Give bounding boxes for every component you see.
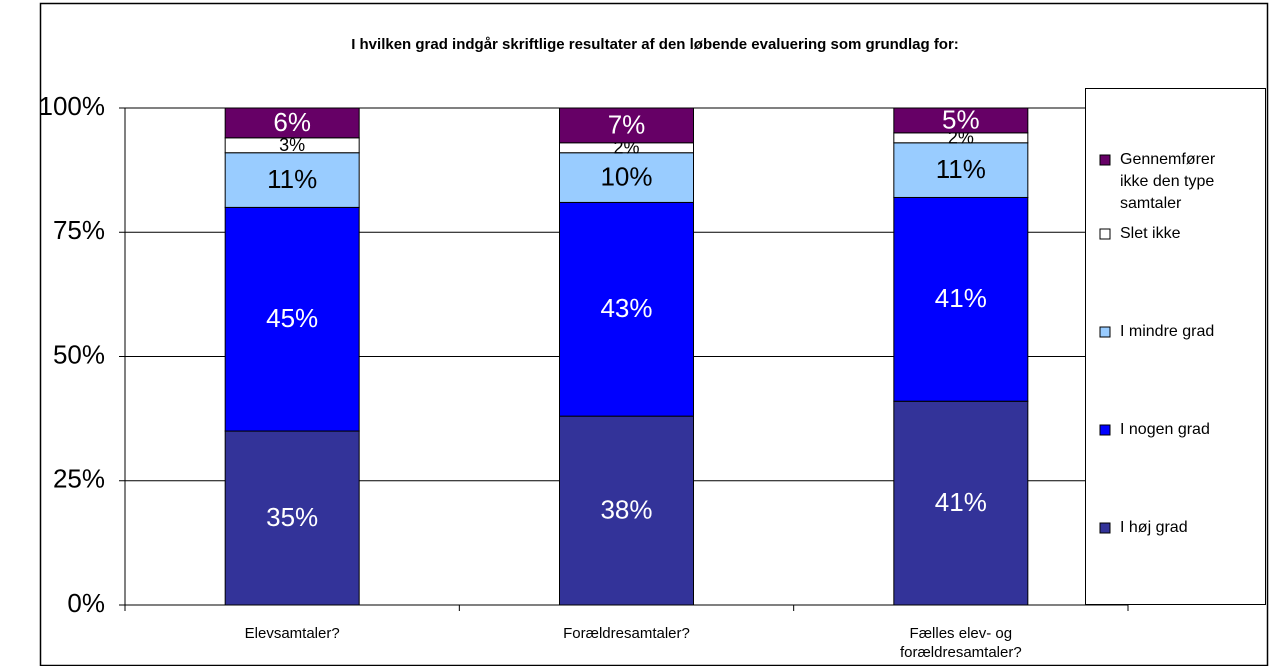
bar-segment bbox=[893, 196, 1029, 402]
data-label: 3% bbox=[279, 135, 305, 155]
data-label: 11% bbox=[936, 154, 986, 184]
legend-swatch bbox=[1099, 424, 1111, 436]
legend-box bbox=[1085, 88, 1266, 605]
data-label: 11% bbox=[267, 164, 317, 194]
legend-label: I mindre grad bbox=[1120, 323, 1214, 340]
legend-label: Slet ikke bbox=[1120, 225, 1181, 242]
data-label: 6% bbox=[273, 107, 311, 137]
data-label: 41% bbox=[935, 283, 987, 313]
data-label: 35% bbox=[266, 502, 318, 532]
legend-swatch bbox=[1099, 326, 1111, 338]
bar-segment bbox=[559, 415, 694, 606]
y-tick-label: 50% bbox=[53, 339, 105, 369]
y-tick-label: 100% bbox=[39, 91, 106, 121]
data-label: 41% bbox=[935, 487, 987, 517]
data-label: 7% bbox=[608, 109, 646, 139]
legend-label: I nogen grad bbox=[1120, 421, 1210, 438]
legend-swatch bbox=[1099, 228, 1111, 240]
x-tick-label: Fælles elev- og forældresamtaler? bbox=[900, 625, 1022, 661]
bar-segment bbox=[224, 206, 360, 432]
bar-segment bbox=[893, 400, 1029, 606]
data-label: 5% bbox=[942, 104, 980, 134]
bar-segment bbox=[224, 152, 360, 208]
bar-segment bbox=[224, 107, 360, 139]
bar-segment bbox=[893, 107, 1029, 134]
legend-swatch bbox=[1099, 154, 1111, 166]
x-tick-label: Elevsamtaler? bbox=[245, 625, 340, 642]
bar-segment bbox=[559, 152, 694, 203]
data-label: 10% bbox=[600, 161, 652, 191]
bar-segment bbox=[893, 142, 1029, 198]
y-tick-label: 25% bbox=[53, 464, 105, 494]
chart-title: I hvilken grad indgår skriftlige resulta… bbox=[351, 36, 959, 53]
legend-label: Gennemfører ikke den type samtaler bbox=[1120, 151, 1216, 212]
bar-segment bbox=[559, 107, 694, 144]
data-label: 43% bbox=[600, 293, 652, 323]
y-tick-label: 75% bbox=[53, 215, 105, 245]
data-label: 38% bbox=[600, 494, 652, 524]
bar-segment bbox=[224, 430, 360, 606]
bar-segment bbox=[559, 201, 694, 417]
y-tick-label: 0% bbox=[67, 588, 105, 618]
legend-swatch bbox=[1099, 522, 1111, 534]
data-label: 45% bbox=[266, 303, 318, 333]
legend-label: I høj grad bbox=[1120, 519, 1188, 536]
x-tick-label: Forældresamtaler? bbox=[563, 625, 690, 642]
